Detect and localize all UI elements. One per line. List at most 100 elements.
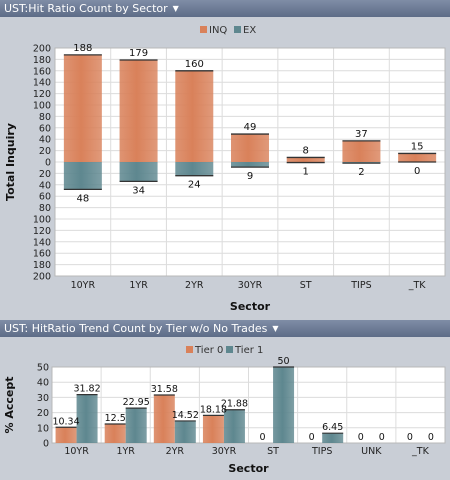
y-tick-label: 180 [33, 55, 51, 66]
y-tick-label: 160 [33, 249, 51, 260]
bar-value-label: 0 [358, 432, 364, 443]
bar-value-label: 48 [76, 193, 89, 204]
bar-value-label: 0 [414, 166, 420, 177]
bar-tier1 [223, 409, 245, 443]
bar-value-label: 0 [428, 432, 434, 443]
y-tick-label: 120 [33, 89, 51, 100]
panel-header[interactable]: UST:Hit Ratio Count by Sector ▼ [0, 0, 450, 17]
legend-swatch [200, 26, 207, 33]
y-axis-title: % Accept [3, 377, 16, 434]
x-tick-label: UNK [361, 446, 382, 457]
bar-value-label: 8 [303, 145, 309, 156]
bar-inq [119, 59, 158, 162]
bar-inq [175, 70, 214, 162]
bar-tier1 [76, 394, 98, 443]
y-tick-label: 200 [33, 272, 51, 283]
y-tick-label: 20 [37, 408, 49, 419]
hit-ratio-chart: 2001801601401201008060402002040608010012… [4, 25, 446, 313]
legend-label: Tier 0 [194, 345, 223, 356]
bar-value-label: 2 [358, 167, 364, 178]
bar-value-label: 37 [355, 129, 368, 140]
panel-title: UST:Hit Ratio Count by Sector [4, 2, 168, 15]
bar-value-label: 34 [132, 185, 145, 196]
bar-value-label: 24 [188, 180, 201, 191]
bar-ex [119, 162, 158, 182]
bar-inq [286, 157, 325, 162]
bar-tier0 [104, 424, 126, 443]
x-tick-label: ST [267, 446, 279, 457]
bar-tier0 [153, 394, 175, 443]
bar-value-label: 49 [244, 122, 257, 133]
plot-border [51, 366, 446, 444]
bar-value-label: 18.18 [200, 404, 227, 415]
bar-tier0 [202, 415, 224, 443]
y-tick-label: 0 [45, 158, 51, 169]
bar-tier1 [273, 367, 295, 443]
trend-chart: 0 10 20 30 40 50 Tier 0 Tier 1 10.34 31.82 10YR 12.… [3, 345, 446, 475]
bar-ex [231, 162, 269, 168]
legend-label: EX [243, 25, 256, 36]
x-axis-title: Sector [228, 462, 269, 475]
x-axis-title: Sector [230, 300, 271, 313]
y-tick-label: 100 [33, 215, 51, 226]
x-tick-label: TIPS [311, 446, 332, 457]
x-tick-label: 2YR [185, 280, 204, 291]
hit-ratio-panel: UST:Hit Ratio Count by Sector ▼ 200 180 160… [0, 0, 450, 313]
y-tick-label: 80 [39, 112, 51, 123]
bar-value-label: 179 [129, 48, 148, 59]
y-tick-label: 60 [39, 192, 51, 203]
y-tick-label: 100 [33, 101, 51, 112]
legend-swatch [234, 26, 241, 33]
bar-value-label: 188 [73, 43, 92, 54]
y-tick-label: 120 [33, 226, 51, 237]
bar-value-label: 14.52 [172, 410, 199, 421]
bar-ex [63, 162, 102, 190]
bar-value-label: 6.45 [322, 422, 343, 433]
bar-inq [342, 140, 381, 162]
x-tick-label: TIPS [350, 280, 371, 291]
legend-swatch [226, 346, 233, 353]
bar-value-label: 12.5 [105, 413, 126, 424]
y-tick-label: 0 [43, 439, 49, 450]
legend-label: INQ [209, 25, 227, 36]
y-axis-title: Total Inquiry [4, 123, 17, 201]
bar-value-label: 50 [278, 356, 290, 367]
bar-inq [63, 54, 102, 163]
bar-value-label: 15 [411, 141, 424, 152]
y-tick-label: 20 [39, 169, 51, 180]
bar-value-label: 0 [260, 432, 266, 443]
y-tick-label: 30 [37, 393, 49, 404]
plot-border [54, 47, 446, 277]
bar-value-label: 9 [247, 171, 253, 182]
bar-inq [231, 134, 269, 162]
dropdown-caret-icon[interactable]: ▼ [272, 324, 279, 333]
bar-value-label: 21.88 [221, 399, 248, 410]
y-tick-label: 60 [39, 123, 51, 134]
x-tick-label: _TK [411, 446, 430, 457]
legend-swatch [186, 346, 193, 353]
y-tick-label: 20 [39, 146, 51, 157]
bar-tier1 [174, 420, 196, 443]
bar-value-label: 31.58 [151, 384, 178, 395]
panel-header[interactable]: UST: HitRatio Trend Count by Tier w/o No… [0, 320, 450, 337]
bar-value-label: 10.34 [52, 416, 79, 427]
x-tick-label: 2YR [166, 446, 185, 457]
y-tick-label: 180 [33, 260, 51, 271]
x-tick-label: 10YR [71, 280, 96, 291]
trend-panel: UST: HitRatio Trend Count by Tier w/o No… [0, 320, 450, 480]
x-tick-label: _TK [408, 280, 427, 291]
y-tick-label: 40 [39, 135, 51, 146]
bar-inq [398, 153, 437, 162]
x-tick-label: 30YR [212, 446, 237, 457]
y-tick-label: 80 [39, 203, 51, 214]
bar-value-label: 31.82 [73, 384, 100, 395]
bar-tier0 [55, 427, 77, 443]
y-tick-label: 40 [39, 180, 51, 191]
dropdown-caret-icon[interactable]: ▼ [172, 4, 179, 13]
panel-title: UST: HitRatio Trend Count by Tier w/o No… [4, 322, 268, 335]
legend-label: Tier 1 [234, 345, 263, 356]
y-tick-label: 40 [37, 378, 49, 389]
bar-tier1 [322, 433, 344, 443]
y-tick-label: 10 [37, 423, 49, 434]
bar-tier1 [125, 408, 147, 443]
